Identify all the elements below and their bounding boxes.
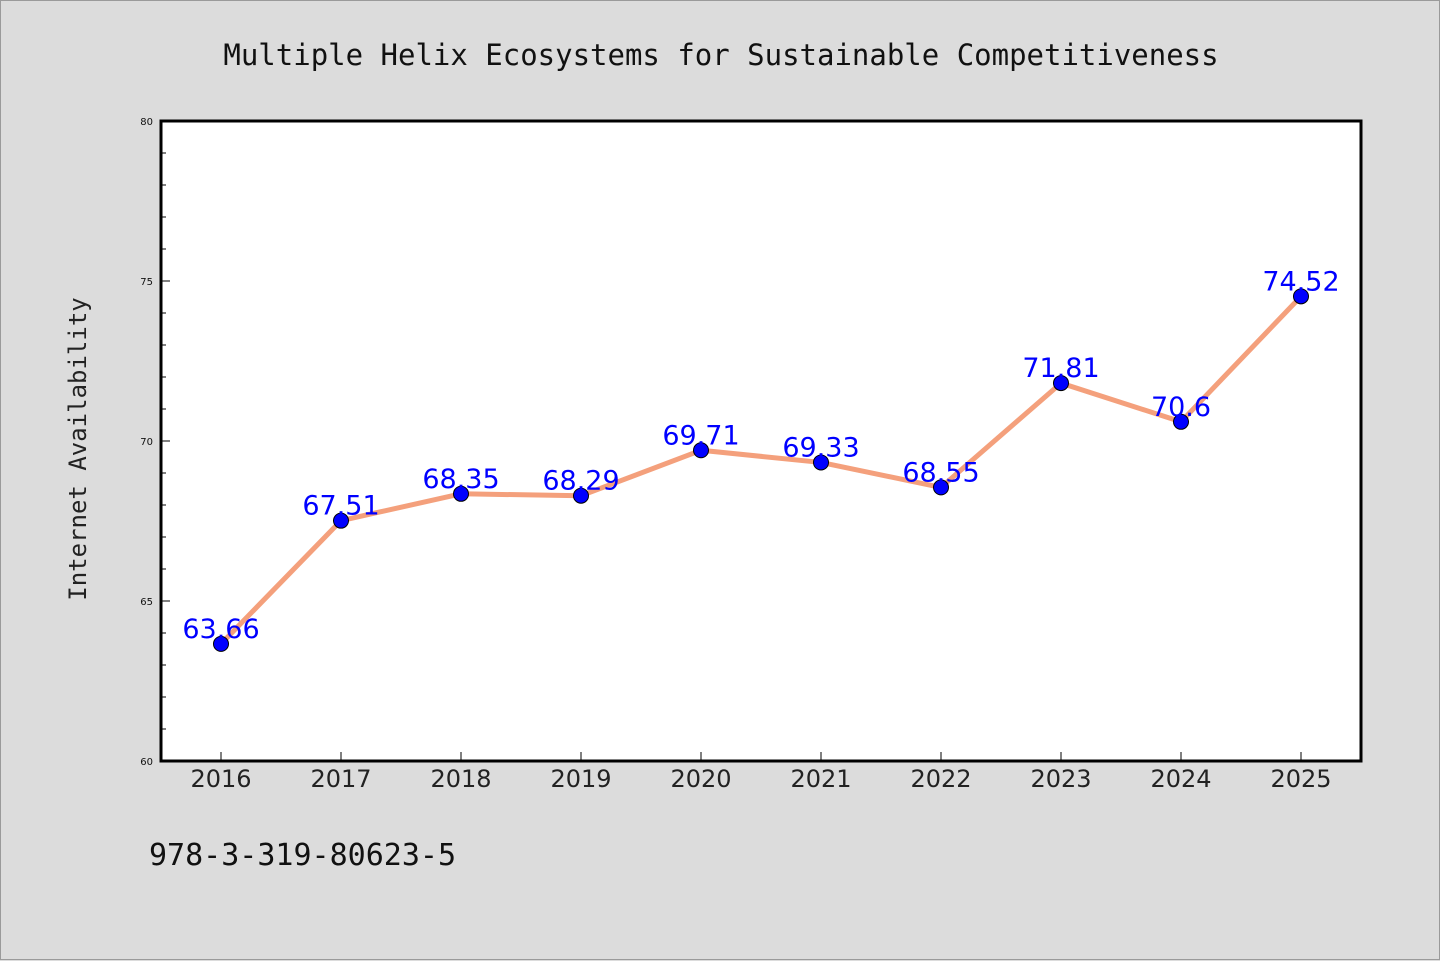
data-label: 69.33 (782, 432, 859, 463)
data-point (813, 454, 829, 471)
isbn-text: 978-3-319-80623-5 (149, 838, 456, 873)
x-tick-label: 2021 (790, 765, 851, 793)
series-layer: 63.66 67.51 68.35 68.29 69.71 69.33 68.55 71.81… (182, 266, 1340, 652)
data-point (333, 512, 349, 529)
x-tick-label: 2025 (1270, 765, 1331, 793)
data-point (1293, 288, 1309, 305)
data-point (213, 635, 229, 652)
x-tick-label: 2024 (1150, 765, 1211, 793)
y-tick-label: 60 (140, 757, 153, 768)
x-tick-label: 2022 (910, 765, 971, 793)
data-point (453, 485, 469, 502)
y-tick-label: 70 (140, 437, 153, 448)
chart-title: Multiple Helix Ecosystems for Sustainabl… (223, 38, 1218, 72)
data-point (693, 442, 709, 459)
y-axis: 60 65 70 75 80 (140, 117, 170, 768)
data-label: 68.29 (542, 466, 619, 497)
x-tick-label: 2023 (1030, 765, 1091, 793)
data-label: 71.81 (1022, 353, 1099, 384)
data-label: 67.51 (302, 491, 379, 522)
y-tick-label: 65 (140, 597, 153, 608)
x-tick-label: 2018 (430, 765, 491, 793)
data-label: 70.6 (1151, 392, 1211, 423)
x-tick-label: 2020 (670, 765, 731, 793)
x-tick-label: 2016 (190, 765, 251, 793)
data-point (1053, 375, 1069, 392)
y-tick-label: 80 (140, 117, 153, 128)
data-point (573, 487, 589, 504)
x-tick-label: 2019 (550, 765, 611, 793)
plot-area (159, 119, 1363, 763)
data-label: 68.55 (902, 457, 979, 488)
data-label: 63.66 (182, 614, 259, 645)
y-tick-label: 75 (140, 277, 153, 288)
series-line (218, 293, 1304, 647)
data-point (1173, 413, 1189, 430)
data-label: 74.52 (1262, 266, 1339, 297)
x-tick-label: 2017 (310, 765, 371, 793)
x-axis: 2016 2017 2018 2019 2020 2021 2022 2023 2024 2025 (190, 752, 1332, 793)
y-axis-label: Internet Availability (64, 297, 92, 600)
data-label: 68.35 (422, 464, 499, 495)
data-point (933, 479, 949, 496)
data-label: 69.71 (662, 420, 739, 451)
